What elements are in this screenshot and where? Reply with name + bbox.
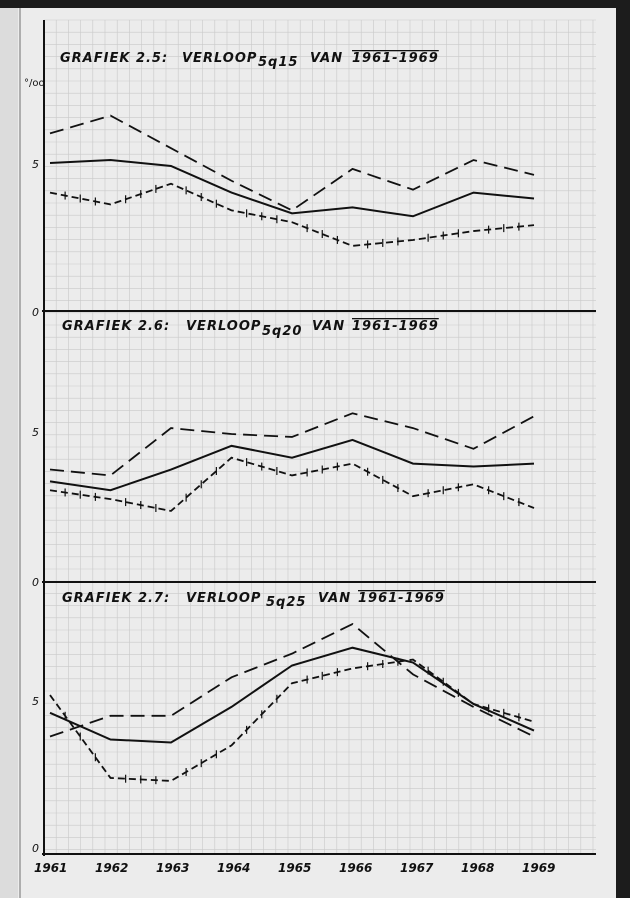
chart-title-1-prefix: GRAFIEK 2.5: [60, 51, 168, 66]
chart-title-3: GRAFIEK 2.7: VERLOOP 5q25 VAN 1961-1969 [62, 591, 445, 610]
chart-title-2: GRAFIEK 2.6: VERLOOP 5q20 VAN 1961-1969 [62, 319, 439, 339]
chart-title-1-sub: VAN [310, 51, 343, 66]
year-label: 1967 [400, 861, 434, 875]
series-line-long-dash [49, 114, 535, 212]
year-label: 1964 [217, 861, 250, 875]
year-label: 1961 [34, 861, 67, 875]
series-line-cross-dash [49, 456, 535, 512]
year-label: 1966 [339, 861, 372, 875]
plot-series [49, 114, 535, 785]
tick-label-middle-5: 5 [32, 426, 39, 439]
chart-title-3-range: 1961-1969 [358, 591, 445, 606]
year-label: 1965 [278, 861, 311, 875]
chart-title-2-prefix: GRAFIEK 2.6: [62, 319, 170, 334]
chart-title-1-range: 1961-1969 [352, 51, 439, 66]
chart-title-1-symbol: 5q15 [258, 55, 298, 70]
chart-title-3-word: VERLOOP [186, 591, 261, 606]
page-top-edge [0, 0, 630, 8]
series-line-solid [49, 159, 535, 218]
year-label: 1962 [95, 861, 128, 875]
chart-title-2-word: VERLOOP [186, 319, 261, 334]
series-line-cross-dash [49, 182, 535, 247]
chart-title-2-symbol: 5q20 [262, 324, 302, 339]
chart-title-2-sub: VAN [312, 319, 345, 334]
series-line-long-dash [49, 622, 535, 738]
chart-title-3-symbol: 5q25 [266, 595, 306, 610]
year-label: 1963 [156, 861, 189, 875]
page-right-edge [616, 0, 630, 898]
y-unit-label: °/oo [24, 78, 45, 89]
tick-label-middle-0: 0 [32, 576, 39, 589]
x-axis-year-labels: 1961 1962 1963 1964 1965 1966 1967 1968 … [34, 861, 555, 875]
series-line-long-dash [49, 412, 535, 477]
series-line-solid [49, 646, 535, 744]
tick-label-top-5: 5 [32, 158, 39, 171]
tick-label-top-0: 0 [32, 306, 39, 319]
chart-title-1: GRAFIEK 2.5: VERLOOP 5q15 VAN 1961-1969 [60, 51, 439, 70]
tick-label-bottom-0: 0 [32, 842, 39, 855]
chart-title-3-prefix: GRAFIEK 2.7: [62, 591, 170, 606]
chart-title-3-sub: VAN [318, 591, 351, 606]
series-line-solid [49, 438, 535, 492]
year-label: 1969 [522, 861, 555, 875]
chart-title-1-word: VERLOOP [182, 51, 257, 66]
grid-lines [43, 19, 596, 854]
tick-label-bottom-5: 5 [32, 695, 39, 708]
page-left-fold [0, 6, 18, 898]
year-label: 1968 [461, 861, 494, 875]
chart-title-2-range: 1961-1969 [352, 319, 439, 334]
series-line-cross-dash [49, 658, 535, 782]
